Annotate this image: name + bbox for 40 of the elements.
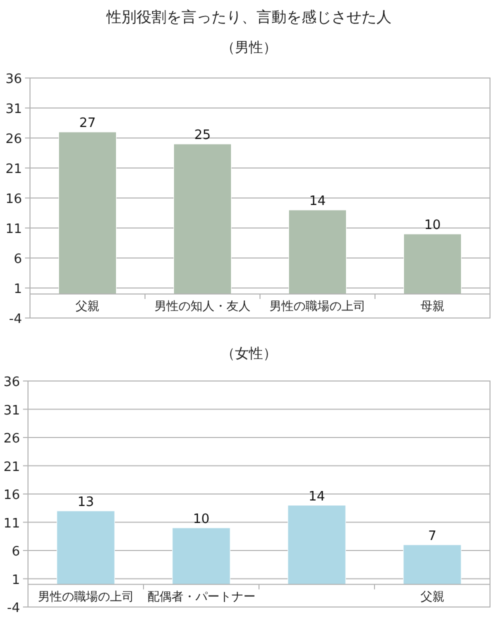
- bar: [403, 544, 462, 585]
- data-label: 10: [424, 218, 441, 233]
- data-label: 27: [79, 116, 96, 131]
- bar: [56, 510, 115, 585]
- x-tick-label: 父親: [76, 299, 100, 313]
- y-tick-label: 6: [14, 252, 22, 267]
- x-tick-label: 母親: [420, 299, 444, 313]
- x-tick-label: 配偶者・パートナー: [147, 589, 256, 604]
- data-label: 10: [192, 512, 210, 527]
- y-tick-label: 26: [5, 132, 22, 147]
- y-tick-label: 16: [3, 488, 20, 503]
- data-label: 13: [77, 494, 94, 510]
- y-tick-label: 1: [12, 572, 20, 588]
- y-tick-label: 36: [5, 72, 22, 87]
- bar: [288, 505, 346, 585]
- chart-title: 性別役割を言ったり、言動を感じさせた人: [106, 8, 392, 26]
- data-label: 14: [309, 194, 326, 209]
- y-tick-label: -4: [7, 601, 20, 616]
- y-tick-label: 11: [5, 222, 22, 237]
- y-tick-label: 31: [5, 102, 22, 117]
- y-tick-label: 6: [12, 544, 20, 560]
- y-tick-label: 26: [3, 432, 20, 446]
- chart-subtitle: （男性）: [221, 40, 277, 56]
- x-tick-label: 男性の職場の上司: [270, 299, 366, 313]
- y-tick-label: 31: [3, 403, 20, 418]
- x-tick-label: 男性の職場の上司: [38, 589, 134, 604]
- y-tick-label: 11: [3, 516, 20, 532]
- chart-subtitle: （女性）: [221, 346, 277, 362]
- y-tick-label: 21: [3, 460, 20, 475]
- data-label: 25: [194, 128, 211, 143]
- data-label: 7: [428, 528, 436, 544]
- x-tick-label: 男性の知人・友人: [154, 299, 250, 313]
- x-tick-label: 父親: [420, 589, 444, 604]
- y-tick-label: 36: [3, 375, 20, 390]
- y-tick-label: 1: [14, 282, 22, 297]
- data-label: 14: [308, 489, 326, 504]
- y-tick-label: -4: [9, 312, 22, 327]
- y-tick-label: 16: [5, 192, 22, 207]
- y-tick-label: 21: [5, 162, 22, 177]
- bar: [172, 528, 230, 585]
